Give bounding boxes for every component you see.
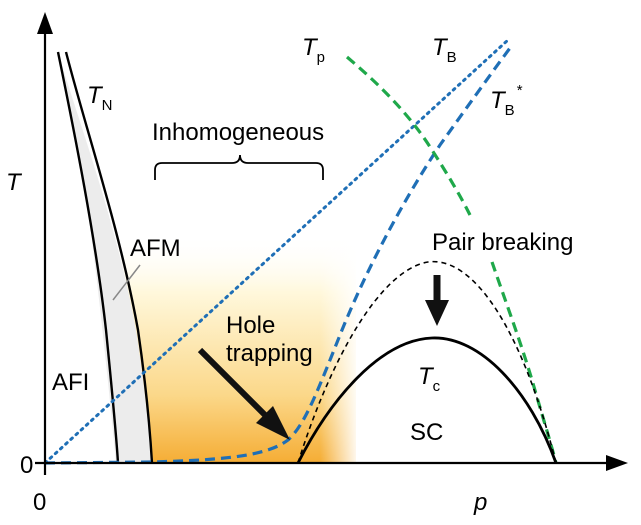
inhomogeneous-brace xyxy=(154,154,324,180)
y-axis-label: T xyxy=(6,169,23,196)
inhomogeneous-label: Inhomogeneous xyxy=(152,119,324,146)
hole-trapping-label-line2: trapping xyxy=(226,340,313,367)
t-c-label: Tc xyxy=(418,363,441,395)
afm-pointer xyxy=(112,264,141,301)
t-b-star-dashed-curve xyxy=(44,47,512,465)
y-origin-label: 0 xyxy=(20,452,33,479)
afm-label: AFM xyxy=(130,235,181,262)
t-b-dotted-line xyxy=(43,38,510,465)
t-n-curve-outer xyxy=(64,51,154,464)
t-b-star-label: TB* xyxy=(490,82,523,119)
t-n-curve-inner xyxy=(56,51,120,464)
t-n-label: TN xyxy=(87,82,113,114)
pair-breaking-label: Pair breaking xyxy=(432,229,573,256)
afi-label: AFI xyxy=(52,369,89,396)
pair-breaking-arrow xyxy=(425,275,449,326)
hole-trapping-arrow xyxy=(197,347,290,440)
sc-label: SC xyxy=(410,419,443,446)
t-c-dome xyxy=(296,336,558,464)
x-origin-label: 0 xyxy=(33,489,46,516)
x-axis-arrow xyxy=(606,455,628,471)
y-axis-arrow xyxy=(37,12,53,34)
afm-region xyxy=(58,52,152,463)
x-axis-label: p xyxy=(473,489,487,516)
t-p-label: Tp xyxy=(302,34,325,66)
t-b-label: TB xyxy=(432,34,457,66)
pair-breaking-dome xyxy=(297,260,557,464)
t-p-dashed-curve-lower xyxy=(490,261,558,464)
hole-trapping-label-line1: Hole xyxy=(226,312,275,339)
t-p-dashed-curve xyxy=(345,55,472,216)
inhomogeneous-region xyxy=(118,235,356,463)
